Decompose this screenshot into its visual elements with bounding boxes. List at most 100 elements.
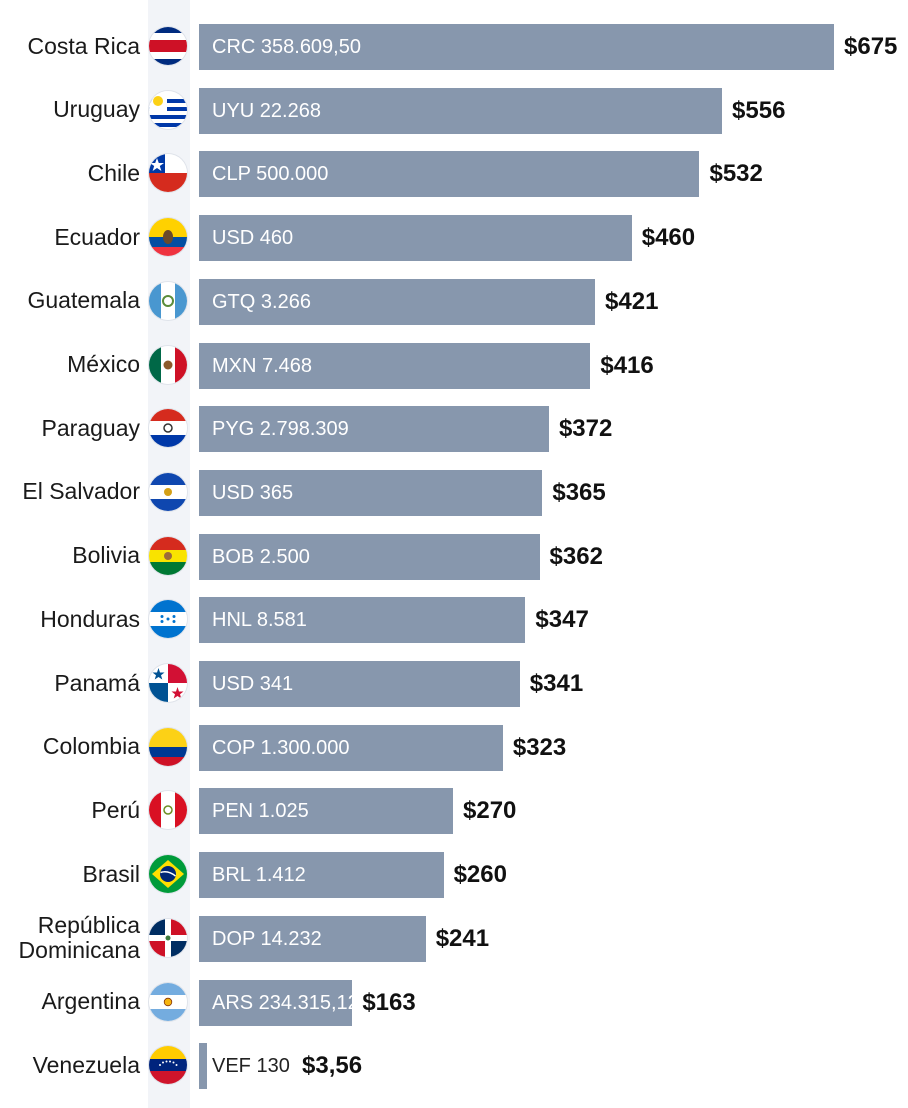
bar-row-paraguay: Paraguay PYG 2.798.309 $372 xyxy=(0,396,908,460)
bar-row-mexico: México MXN 7.468 $416 xyxy=(0,333,908,397)
category-label: Honduras xyxy=(40,605,140,632)
category-label: Panamá xyxy=(54,669,140,696)
value-label: $341 xyxy=(529,670,584,697)
bar-row-el-salvador: El Salvador USD 365 $365 xyxy=(0,460,908,524)
bar xyxy=(199,215,632,262)
argentina-flag-icon xyxy=(149,982,187,1021)
bar xyxy=(199,661,520,707)
value-label: $323 xyxy=(512,733,567,761)
bar xyxy=(199,852,444,899)
mexico-flag-icon xyxy=(149,345,187,384)
local-currency-label: PYG 2.798.309 xyxy=(212,418,349,441)
local-currency-label: USD 460 xyxy=(212,227,294,250)
bar-row-panama: Panamá USD 341 $341 xyxy=(0,651,908,715)
category-label: Ecuador xyxy=(54,223,140,250)
bar xyxy=(199,342,591,389)
bar xyxy=(199,151,700,198)
bolivia-flag-icon xyxy=(149,536,187,575)
category-label: Guatemala xyxy=(27,287,140,314)
paraguay-flag-icon xyxy=(149,409,187,448)
bar-row-guatemala: Guatemala GTQ 3.266 $421 xyxy=(0,269,908,333)
value-label: $421 xyxy=(605,287,659,315)
bar-row-republica-dominicana: República Dominicana DOP 14.232 $241 xyxy=(0,906,908,970)
honduras-flag-icon xyxy=(149,600,187,639)
bar-row-peru: Perú PEN 1.025 $270 xyxy=(0,778,908,842)
category-label: Paraguay xyxy=(41,414,140,441)
guatemala-flag-icon xyxy=(149,281,187,320)
bar-row-bolivia: Bolivia BOB 2.500 $362 xyxy=(0,524,908,588)
bar-row-argentina: Argentina ARS 234.315,12 $163 xyxy=(0,970,908,1034)
local-currency-label: BOB 2.500 xyxy=(212,545,310,568)
costa-rica-flag-icon xyxy=(149,27,187,65)
category-label: Brasil xyxy=(82,860,140,887)
uruguay-flag-icon xyxy=(149,90,187,129)
bar-row-venezuela: Venezuela VEF 130 $3,56 xyxy=(0,1033,908,1097)
local-currency-label: COP 1.300.000 xyxy=(212,736,350,759)
value-label: $416 xyxy=(600,351,654,379)
local-currency-label: UYU 22.268 xyxy=(212,99,321,122)
bar-row-chile: Chile CLP 500.000 $532 xyxy=(0,141,908,205)
value-label: $241 xyxy=(435,924,490,952)
local-currency-label: CLP 500.000 xyxy=(212,163,329,186)
local-currency-label: VEF 130 xyxy=(212,1055,290,1078)
local-currency-label: USD 341 xyxy=(212,673,294,695)
local-currency-label: CRC 358.609,50 xyxy=(212,36,361,58)
bar-row-colombia: Colombia COP 1.300.000 $323 xyxy=(0,715,908,779)
value-label: $362 xyxy=(549,542,603,570)
bar-row-ecuador: Ecuador USD 460 $460 xyxy=(0,205,908,269)
brazil-flag-icon xyxy=(149,855,187,894)
bar xyxy=(199,87,723,134)
bar xyxy=(199,24,834,70)
el-salvador-flag-icon xyxy=(149,472,187,511)
category-label: Bolivia xyxy=(72,542,140,569)
value-label: $347 xyxy=(535,606,589,634)
bar xyxy=(199,533,540,580)
bar xyxy=(199,469,543,516)
bar-row-uruguay: Uruguay UYU 22.268 $556 xyxy=(0,78,908,142)
bar-row-honduras: Honduras HNL 8.581 $347 xyxy=(0,587,908,651)
category-label: República Dominicana xyxy=(18,911,140,963)
category-label: Costa Rica xyxy=(27,32,140,59)
category-label: Argentina xyxy=(41,988,140,1014)
ecuador-flag-icon xyxy=(149,218,187,257)
local-currency-label: GTQ 3.266 xyxy=(212,290,311,313)
value-label: $163 xyxy=(362,988,416,1016)
local-currency-label: BRL 1.412 xyxy=(212,864,306,887)
bar-row-brasil: Brasil BRL 1.412 $260 xyxy=(0,842,908,906)
value-label: $675 xyxy=(844,33,898,60)
bar xyxy=(199,788,453,835)
value-label: $3,56 xyxy=(302,1052,363,1080)
category-label: Colombia xyxy=(42,733,140,760)
value-label: $556 xyxy=(732,96,786,124)
local-currency-label: MXN 7.468 xyxy=(212,354,313,377)
bar xyxy=(199,597,526,644)
category-label: Perú xyxy=(91,796,140,823)
value-label: $270 xyxy=(463,797,517,825)
category-label: Venezuela xyxy=(32,1051,140,1078)
local-currency-label: PEN 1.025 xyxy=(212,800,309,823)
local-currency-label: ARS 234.315,12 xyxy=(212,991,359,1014)
value-label: $260 xyxy=(453,861,507,889)
category-label: Chile xyxy=(87,159,140,186)
local-currency-label: DOP 14.232 xyxy=(212,927,322,950)
bar xyxy=(199,915,426,962)
local-currency-label: USD 365 xyxy=(212,481,294,504)
category-label: Uruguay xyxy=(53,96,140,123)
value-label: $532 xyxy=(709,160,763,188)
dominican-republic-flag-icon xyxy=(149,918,187,957)
value-label: $365 xyxy=(552,478,606,506)
bar xyxy=(199,1043,207,1090)
bar xyxy=(199,406,549,453)
bar xyxy=(199,278,596,325)
value-label: $372 xyxy=(558,415,613,443)
panama-flag-icon xyxy=(149,664,187,702)
peru-flag-icon xyxy=(149,791,187,830)
bar xyxy=(199,724,503,771)
bar-row-costa-rica: Costa Rica CRC 358.609,50 $675 xyxy=(0,14,908,78)
chile-flag-icon xyxy=(149,154,187,193)
local-currency-label: HNL 8.581 xyxy=(212,609,307,632)
venezuela-flag-icon xyxy=(149,1046,187,1085)
category-label: México xyxy=(67,351,140,377)
bar xyxy=(199,979,353,1026)
